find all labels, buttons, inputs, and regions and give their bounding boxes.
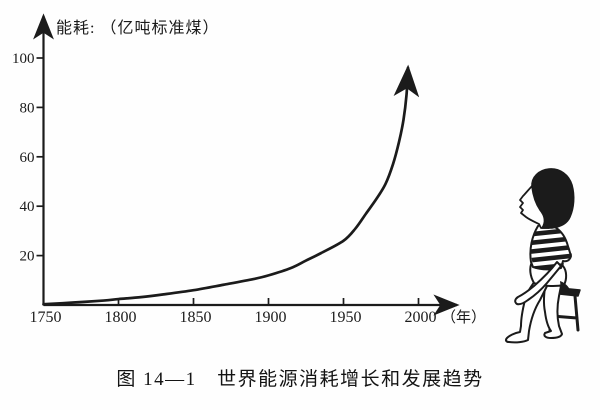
child-illustration	[504, 168, 581, 344]
child-back-leg	[542, 281, 563, 339]
child-front-leg	[504, 280, 549, 344]
y-tick-label: 20	[20, 249, 35, 265]
y-tick-label: 80	[20, 100, 35, 116]
axis-tick-labels: 20 40 60 80 100 1750 1800 1850 1900 1950 2000	[12, 51, 437, 326]
shirt-stripes	[528, 226, 574, 272]
x-tick-label: 1850	[180, 309, 212, 326]
x-tick-label: 1800	[105, 309, 137, 326]
x-tick-label: 1750	[30, 309, 62, 326]
child-hair	[531, 168, 575, 229]
x-axis-unit-label: （年）	[441, 309, 486, 326]
child-face	[519, 183, 550, 229]
axis-ticks	[36, 57, 420, 305]
shorts-shadow	[560, 281, 571, 293]
x-tick-label: 1950	[330, 309, 362, 326]
y-tick-label: 40	[20, 199, 35, 215]
y-tick-label: 60	[20, 150, 35, 166]
child-arm	[514, 261, 562, 306]
energy-consumption-curve	[42, 64, 420, 306]
x-tick-label: 1900	[255, 309, 287, 326]
x-tick-label: 2000	[405, 309, 437, 326]
y-tick-label: 100	[12, 51, 35, 67]
y-axis-title: 能耗: （亿吨标准煤）	[56, 19, 219, 37]
axes	[33, 13, 460, 316]
figure-caption: 图 14—1 世界能源消耗增长和发展趋势	[116, 369, 484, 390]
